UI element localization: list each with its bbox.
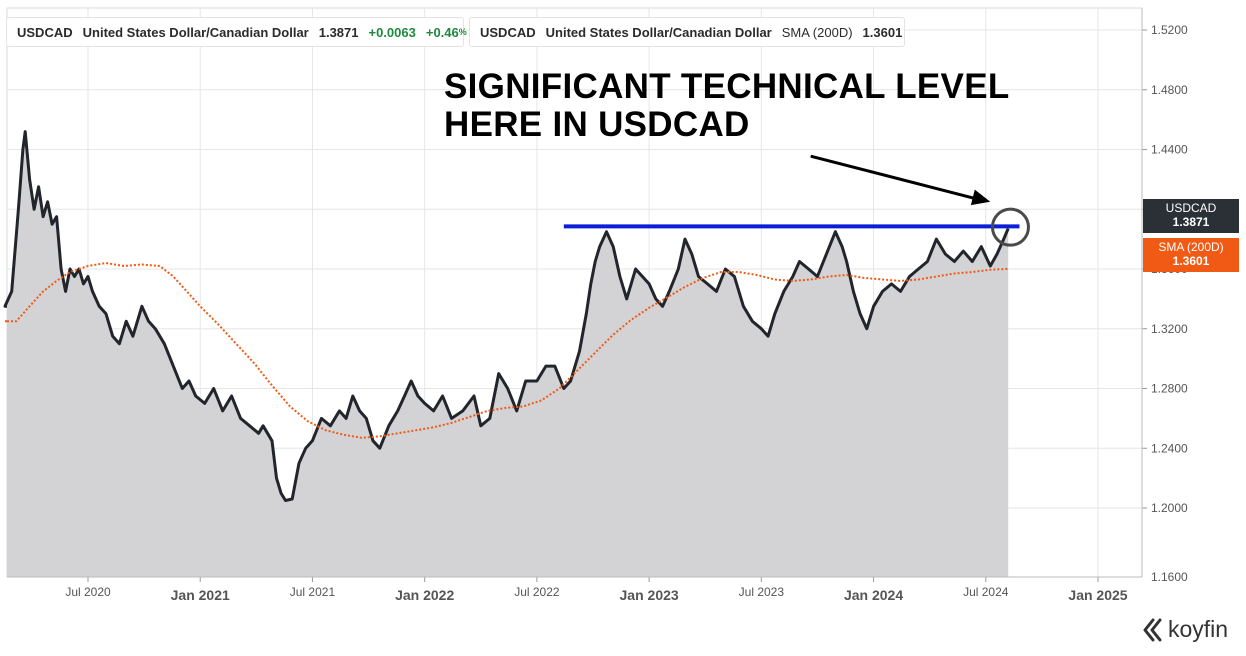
- price-tag-usdcad: USDCAD 1.3871: [1143, 199, 1239, 233]
- price-tag-label: SMA (200D): [1158, 240, 1224, 254]
- annotation-text: SIGNIFICANT TECHNICAL LEVEL HERE IN USDC…: [444, 68, 1010, 144]
- legend-usdcad[interactable]: USDCAD United States Dollar/Canadian Dol…: [6, 17, 467, 47]
- legend-change-pct: +0.46: [425, 24, 459, 40]
- series-sma-line: [5, 261, 1009, 439]
- y-tick-label: 1.4400: [1151, 143, 1188, 157]
- x-tick-label: Jan 2024: [844, 587, 903, 603]
- annotation-line-2: HERE IN USDCAD: [444, 105, 750, 144]
- legend-ticker: USDCAD: [480, 24, 536, 40]
- x-tick-label: Jul 2024: [963, 585, 1009, 599]
- chart-series: [3, 130, 1010, 502]
- y-tick-label: 1.3200: [1151, 322, 1188, 336]
- chart-annotations: [563, 154, 1030, 247]
- x-tick-label: Jan 2022: [395, 587, 454, 603]
- legend-pct-sign: %: [458, 27, 467, 37]
- x-tick-label: Jul 2023: [739, 585, 785, 599]
- annotation-arrow-head: [970, 189, 991, 206]
- price-tag-label: USDCAD: [1165, 201, 1217, 215]
- y-tick-label: 1.4800: [1151, 83, 1188, 97]
- legend-indicator: SMA (200D): [781, 24, 853, 40]
- legend-name: United States Dollar/Canadian Dollar: [82, 24, 309, 40]
- legend-change: +0.0063: [368, 24, 416, 40]
- price-area-fill: [5, 131, 1009, 577]
- annotation-arrow-shaft: [810, 154, 977, 201]
- price-area: [5, 131, 1009, 577]
- highlight-circle: [990, 207, 1030, 247]
- price-tag-value: 1.3601: [1172, 254, 1210, 268]
- legend-sma-value: 1.3601: [862, 24, 903, 40]
- y-tick-label: 1.5200: [1151, 23, 1188, 37]
- legend-sma[interactable]: USDCAD United States Dollar/Canadian Dol…: [469, 17, 905, 47]
- x-tick-label: Jul 2021: [290, 585, 336, 599]
- price-tag-sma: SMA (200D) 1.3601: [1143, 238, 1239, 272]
- y-tick-label: 1.2800: [1151, 382, 1188, 396]
- y-tick-label: 1.1600: [1151, 570, 1188, 584]
- legend-price: 1.3871: [318, 24, 359, 40]
- x-tick-label: Jan 2025: [1068, 587, 1127, 603]
- series-usdcad-line: [3, 130, 1010, 502]
- legend-ticker: USDCAD: [17, 24, 73, 40]
- koyfin-logo-icon: [1143, 618, 1162, 641]
- legend-name: United States Dollar/Canadian Dollar: [545, 24, 772, 40]
- chart-axes: 1.20001.24001.28001.32001.36001.40001.44…: [7, 8, 1188, 603]
- price-tag-value: 1.3871: [1172, 215, 1210, 229]
- y-tick-label: 1.2000: [1151, 501, 1188, 515]
- koyfin-logo[interactable]: koyfin: [1143, 616, 1228, 643]
- y-tick-label: 1.2400: [1151, 441, 1188, 455]
- x-tick-label: Jan 2021: [171, 587, 230, 603]
- x-tick-label: Jul 2022: [514, 585, 560, 599]
- brand-name: koyfin: [1168, 616, 1229, 642]
- x-tick-label: Jul 2020: [65, 585, 111, 599]
- x-tick-label: Jan 2023: [620, 587, 679, 603]
- annotation-line-1: SIGNIFICANT TECHNICAL LEVEL: [444, 67, 1010, 106]
